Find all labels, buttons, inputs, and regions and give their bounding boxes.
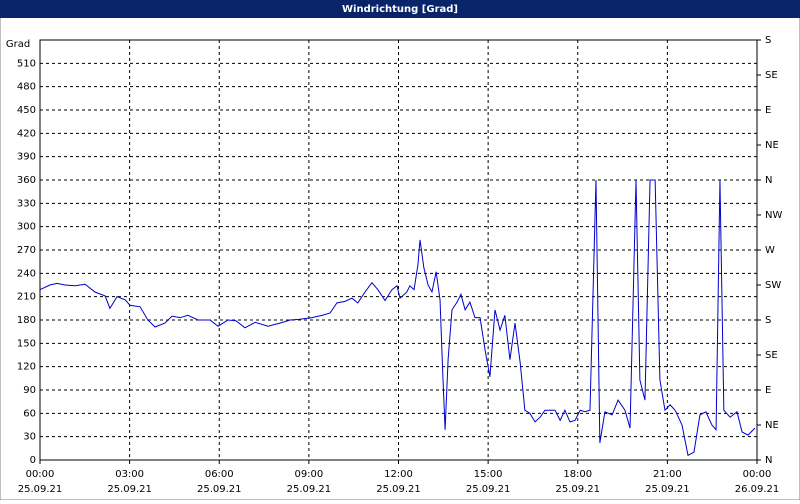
y2-tick-label: NE [765,140,779,151]
y-tick-label: 450 [17,105,36,116]
x-tick-label: 21:00 [653,469,682,480]
x-tick-label: 00:00 [743,469,772,480]
y-tick-label: 360 [17,175,36,186]
y-tick-label: 270 [17,245,36,256]
y2-tick-label: W [765,245,775,256]
x-tick-label: 12:00 [384,469,413,480]
y-tick-label: 90 [23,385,36,396]
x-tick-date: 25.09.21 [197,484,242,495]
chart-title: Windrichtung [Grad] [342,4,458,15]
x-tick-label: 09:00 [294,469,323,480]
y-tick-label: 300 [17,222,36,233]
y2-tick-label: SE [765,70,778,81]
y2-tick-label: N [765,455,772,466]
x-tick-date: 25.09.21 [107,484,152,495]
y-tick-label: 150 [17,338,36,349]
y2-tick-label: N [765,175,772,186]
y2-tick-label: S [765,35,771,46]
y2-tick-label: SW [765,280,781,291]
x-tick-label: 06:00 [205,469,234,480]
y-tick-label: 390 [17,152,36,163]
plot-frame [39,39,758,461]
y-tick-label: 120 [17,362,36,373]
y-tick-label: 60 [23,408,36,419]
x-tick-label: 03:00 [115,469,144,480]
y2-tick-label: NW [765,210,782,221]
y2-tick-label: SE [765,350,778,361]
y2-tick-label: S [765,315,771,326]
x-tick-date: 25.09.21 [18,484,63,495]
x-tick-date: 25.09.21 [376,484,421,495]
data-line [39,179,756,457]
y-tick-label: 480 [17,82,36,93]
x-tick-date: 25.09.21 [466,484,511,495]
y-tick-label: 420 [17,128,36,139]
x-tick-date: 26.09.21 [735,484,780,495]
y-tick-label: 180 [17,315,36,326]
y-tick-label: 330 [17,198,36,209]
x-tick-date: 25.09.21 [645,484,690,495]
y2-tick-label: NE [765,420,779,431]
y-axis-label: Grad [6,39,30,50]
y-tick-label: 30 [23,432,36,443]
y-tick-label: 0 [30,455,36,466]
x-tick-date: 25.09.21 [555,484,600,495]
title-bar [0,0,800,18]
y-tick-label: 240 [17,268,36,279]
plot-area: 0 30 60 90 120 150 180 210 240 270 300 330 360 390 420… [17,35,783,495]
y2-tick-label: E [765,385,771,396]
y2-tick-label: E [765,105,771,116]
y-tick-label: 510 [17,58,36,69]
y-tick-label: 210 [17,292,36,303]
x-tick-date: 25.09.21 [287,484,332,495]
x-tick-label: 00:00 [26,469,55,480]
x-tick-label: 15:00 [474,469,503,480]
x-tick-label: 18:00 [563,469,592,480]
